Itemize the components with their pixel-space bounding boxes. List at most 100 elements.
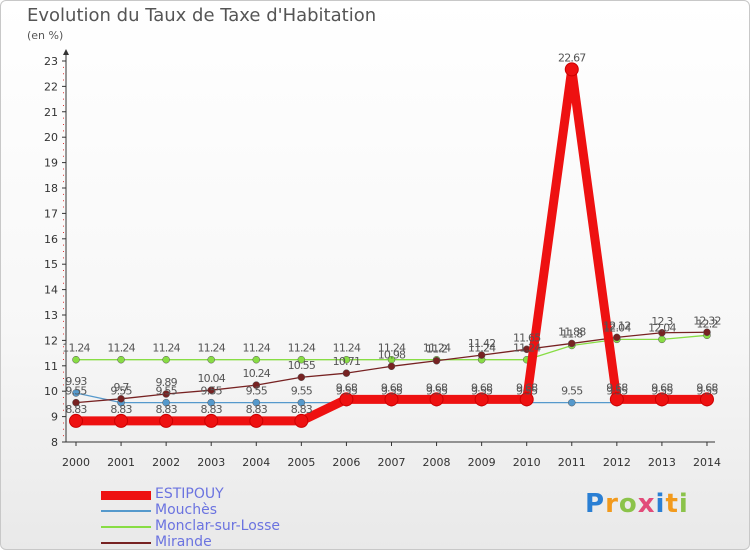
data-point (162, 398, 170, 407)
legend-label: Mouchès (155, 502, 217, 518)
data-label: 12.32 (693, 314, 721, 327)
data-point (339, 392, 354, 407)
data-label: 12.04 (648, 321, 676, 334)
data-label: 9.55 (336, 385, 358, 398)
x-tick-label: 2004 (242, 456, 270, 469)
data-label: 11.24 (152, 342, 180, 355)
data-label: 9.55 (606, 385, 628, 398)
y-tick-label: 13 (44, 309, 58, 322)
data-label: 9.55 (561, 385, 583, 398)
legend-label: Mirande (155, 534, 212, 550)
data-point (658, 329, 666, 337)
data-point (654, 392, 669, 407)
data-label: 11.65 (513, 331, 541, 344)
data-point (117, 395, 125, 403)
data-label: 10.98 (378, 348, 406, 361)
x-tick-label: 2003 (197, 456, 225, 469)
data-point (703, 328, 711, 337)
data-point (294, 413, 309, 428)
data-label: 9.55 (381, 385, 403, 398)
data-label: 9.68 (336, 381, 358, 394)
data-label: 12.2 (696, 317, 717, 330)
data-label: 12.04 (603, 321, 631, 334)
data-point (252, 398, 261, 407)
data-label: 11.24 (107, 342, 135, 355)
data-point (429, 392, 444, 407)
x-tick-label: 2006 (332, 456, 360, 469)
legend-label: Monclar-sur-Losse (155, 518, 280, 534)
logo-letter: t (665, 489, 679, 519)
data-label: 9.55 (471, 385, 493, 398)
data-label: 22.67 (558, 51, 586, 64)
data-label: 11.2 (426, 343, 447, 356)
y-tick-label: 11 (44, 360, 58, 373)
data-label: 11.24 (62, 342, 90, 355)
y-tick-label: 21 (44, 106, 58, 119)
x-tick-label: 2014 (693, 456, 721, 469)
x-tick-label: 2009 (468, 456, 496, 469)
logo-letter: x (637, 489, 656, 519)
logo-letter: r (605, 489, 619, 519)
legend-swatch (101, 510, 151, 512)
data-label: 11.24 (243, 342, 271, 355)
logo-letter: i (678, 489, 689, 519)
legend-item-estipouy: ESTIPOUY (101, 486, 361, 503)
chart-title: Evolution du Taux de Taxe d'Habitation (27, 5, 377, 26)
data-point (568, 339, 576, 348)
data-label: 9.55 (426, 385, 448, 398)
y-tick-label: 18 (44, 182, 58, 195)
data-point (207, 398, 215, 407)
data-point (162, 390, 170, 398)
y-tick-label: 20 (44, 131, 58, 144)
data-label: 11.24 (333, 342, 361, 355)
y-axis-arrow (63, 49, 69, 55)
data-point (252, 355, 261, 364)
data-point (159, 413, 174, 428)
data-label: 8.83 (246, 403, 268, 416)
data-label: 9.55 (246, 385, 268, 398)
data-label: 9.93 (65, 375, 87, 388)
data-label: 9.55 (201, 385, 223, 398)
data-label: 8.83 (65, 403, 87, 416)
data-point (342, 369, 351, 377)
data-label: 11.24 (423, 342, 451, 355)
data-point (207, 386, 215, 394)
legend: ESTIPOUY Mouchès Monclar-sur-Losse Miran… (101, 486, 361, 550)
x-tick-label: 2002 (152, 456, 180, 469)
data-label: 9.55 (516, 385, 538, 398)
data-point (207, 355, 215, 364)
legend-item-mouches: Mouchès (101, 502, 361, 519)
data-point (72, 389, 80, 397)
data-label: 9.55 (155, 385, 177, 398)
data-point (204, 413, 219, 428)
proxiti-logo: Proxiti (585, 489, 689, 519)
data-label: 8.83 (110, 403, 132, 416)
y-tick-label: 12 (44, 334, 58, 347)
x-tick-label: 2013 (648, 456, 676, 469)
data-label: 9.68 (381, 381, 403, 394)
x-tick-label: 2012 (603, 456, 631, 469)
x-tick-label: 2011 (558, 456, 586, 469)
y-tick-label: 9 (51, 411, 58, 424)
data-label: 10.24 (243, 367, 271, 380)
data-label: 11.24 (288, 342, 316, 355)
y-tick-label: 19 (44, 157, 58, 170)
x-tick-label: 2008 (423, 456, 451, 469)
data-label: 9.55 (110, 385, 132, 398)
data-point (252, 381, 261, 389)
y-tick-label: 8 (51, 436, 58, 449)
data-label: 9.55 (65, 385, 87, 398)
x-tick-label: 2001 (107, 456, 135, 469)
y-unit-label: (en %) (27, 29, 64, 42)
data-point (162, 355, 170, 364)
legend-item-monclar: Monclar-sur-Losse (101, 518, 361, 535)
data-label: 10.55 (288, 359, 316, 372)
data-label: 8.83 (155, 403, 177, 416)
y-tick-label: 23 (44, 55, 58, 68)
legend-item-mirande: Mirande (101, 534, 361, 550)
data-label: 11.88 (558, 325, 586, 338)
data-point (474, 392, 489, 407)
y-tick-label: 16 (44, 233, 58, 246)
data-label: 9.68 (696, 381, 718, 394)
y-tick-label: 17 (44, 207, 58, 220)
